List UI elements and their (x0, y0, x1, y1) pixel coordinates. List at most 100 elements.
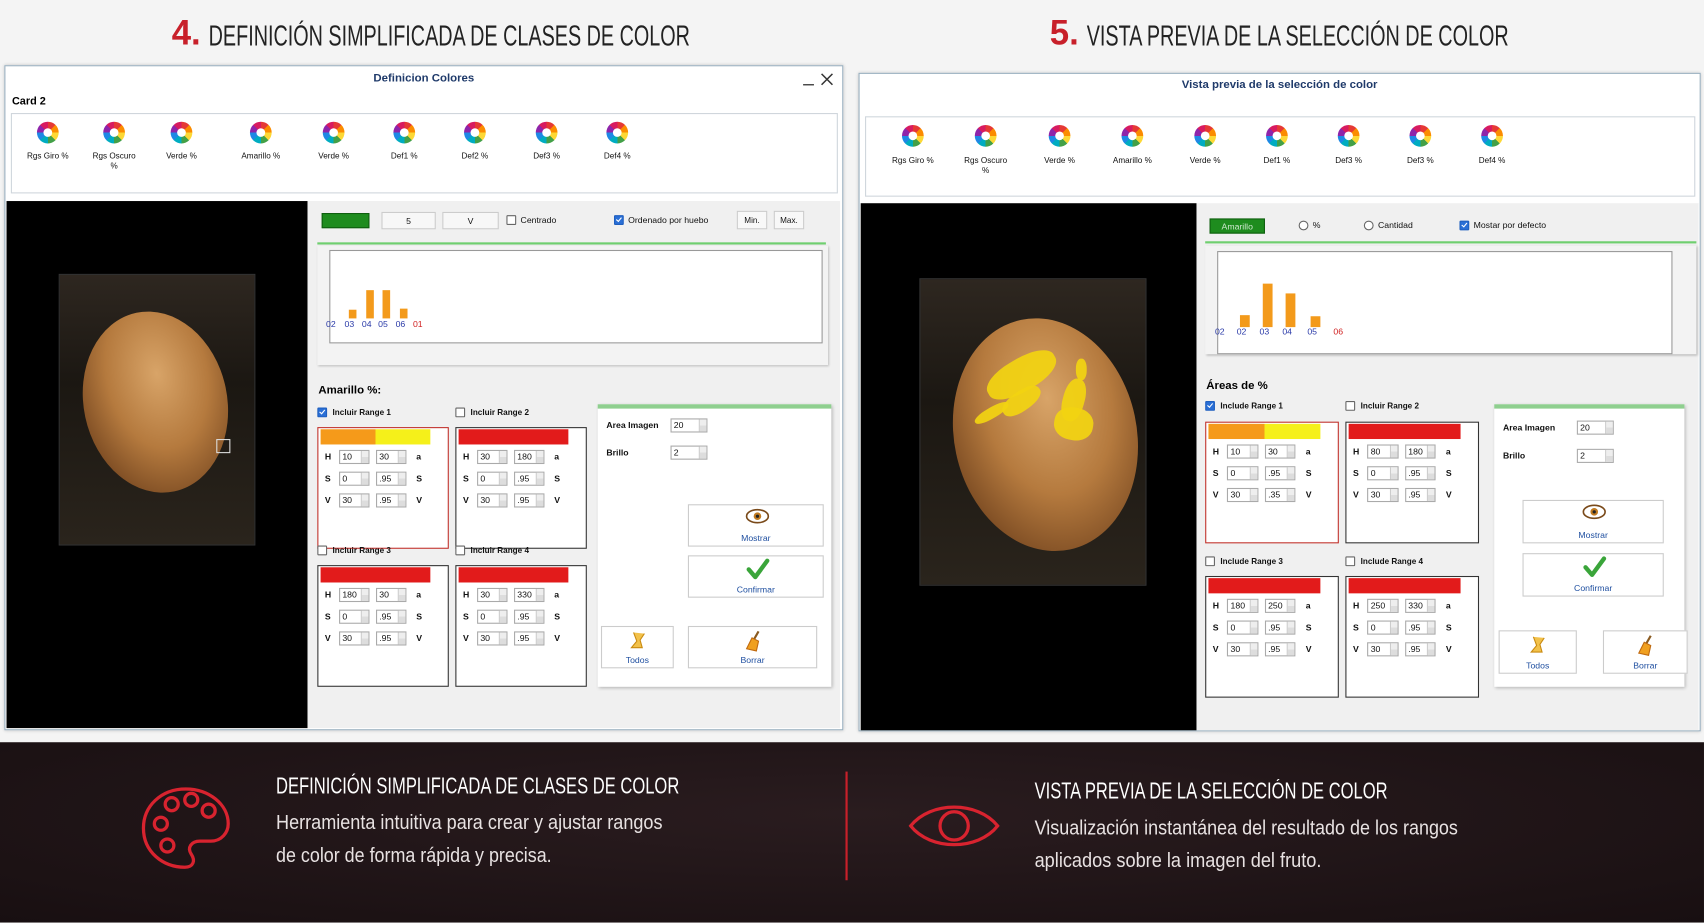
toolbar-icon[interactable] (535, 121, 558, 144)
spinner[interactable]: 10 (339, 449, 370, 465)
spinner[interactable]: 2 (1576, 448, 1614, 463)
button[interactable]: Confirmar (1522, 553, 1664, 597)
button[interactable]: Max. (773, 210, 805, 230)
button[interactable]: Min. (736, 210, 768, 230)
spinner[interactable]: 330 (1405, 598, 1436, 613)
close-button[interactable] (820, 73, 833, 86)
checkbox[interactable] (317, 545, 328, 556)
radio-button[interactable] (1363, 220, 1374, 231)
checkbox[interactable] (614, 215, 624, 225)
toolbar-icon[interactable] (1266, 124, 1288, 147)
spinner[interactable]: 10 (1227, 444, 1259, 459)
radio-button[interactable] (1298, 220, 1309, 231)
spinner[interactable]: 2 (670, 445, 708, 460)
spinner[interactable]: 0 (477, 471, 508, 486)
toolbar-icon[interactable] (1194, 124, 1217, 147)
checkbox[interactable] (1345, 556, 1356, 567)
toolbar-icon[interactable] (901, 124, 924, 147)
checkbox[interactable] (317, 407, 328, 418)
spinner[interactable]: .95 (1264, 466, 1296, 481)
spinner[interactable]: .95 (1264, 642, 1296, 657)
spinner[interactable]: 0 (1227, 620, 1259, 635)
spinner[interactable]: 30 (1264, 444, 1296, 459)
spinner[interactable]: 30 (339, 631, 370, 646)
spinner[interactable]: 250 (1367, 598, 1399, 613)
checkbox[interactable] (1205, 401, 1215, 411)
channel-label: S (462, 473, 469, 484)
spinner[interactable]: 330 (514, 587, 545, 603)
checkbox[interactable] (1345, 401, 1356, 411)
toolbar-icon[interactable] (249, 121, 272, 144)
toolbar-icon[interactable] (1409, 124, 1432, 147)
checkbox[interactable] (1459, 220, 1470, 231)
spinner-value: 0 (1370, 622, 1376, 633)
spinner[interactable]: 180 (339, 587, 370, 603)
toolbar-icon[interactable] (322, 121, 345, 144)
toolbar-icon[interactable] (1481, 124, 1503, 147)
spinner[interactable]: 0 (339, 609, 370, 624)
input-field[interactable]: V (442, 211, 499, 230)
spinner[interactable]: 30 (1367, 642, 1399, 657)
checkbox[interactable] (455, 407, 466, 418)
spinner[interactable]: 180 (1405, 444, 1436, 459)
spinner[interactable]: .95 (376, 493, 407, 508)
spinner[interactable]: 30 (339, 493, 370, 508)
spinner[interactable]: .95 (1405, 642, 1436, 657)
spinner[interactable]: 0 (1227, 466, 1259, 481)
toolbar-icon[interactable] (1121, 124, 1144, 147)
spinner[interactable]: 30 (376, 587, 407, 603)
spinner[interactable]: 80 (1367, 444, 1399, 459)
spinner[interactable]: .95 (514, 493, 545, 508)
toolbar-icon[interactable] (103, 121, 125, 144)
spinner[interactable]: 20 (670, 418, 708, 433)
spinner[interactable]: 30 (477, 631, 508, 646)
spinner[interactable]: 180 (514, 449, 545, 465)
spinner[interactable]: .95 (376, 631, 407, 646)
spinner[interactable]: 30 (1227, 642, 1259, 657)
spinner[interactable]: .95 (514, 631, 545, 646)
spinner[interactable]: .35 (1264, 487, 1296, 503)
spinner[interactable]: 0 (1367, 466, 1399, 481)
checkbox[interactable] (455, 545, 466, 556)
spinner[interactable]: 30 (1367, 487, 1399, 503)
spinner[interactable]: 0 (477, 609, 508, 624)
button[interactable]: Borrar (687, 625, 818, 669)
toolbar-icon[interactable] (1048, 124, 1071, 147)
spinner[interactable]: 20 (1576, 420, 1614, 435)
checkbox[interactable] (506, 215, 517, 225)
spinner[interactable]: 180 (1227, 598, 1259, 613)
spinner[interactable]: .95 (1264, 620, 1296, 635)
spinner[interactable]: .95 (376, 609, 407, 624)
toolbar-icon[interactable] (606, 121, 629, 144)
spinner[interactable]: 30 (477, 493, 508, 508)
button[interactable]: Todos (600, 625, 674, 669)
spinner[interactable]: 30 (376, 449, 407, 465)
input-field[interactable]: 5 (381, 211, 436, 230)
channel-label: H (462, 590, 470, 600)
toolbar-icon[interactable] (36, 121, 59, 144)
spinner[interactable]: .95 (376, 471, 407, 486)
spinner[interactable]: 0 (1367, 620, 1399, 635)
minimize-button[interactable] (802, 74, 815, 87)
spinner[interactable]: 30 (477, 587, 508, 603)
button[interactable]: Mostrar (687, 504, 824, 547)
spinner[interactable]: 0 (339, 471, 370, 486)
button[interactable]: Mostrar (1522, 499, 1664, 544)
spinner[interactable]: .95 (1405, 620, 1436, 635)
spinner[interactable]: 30 (477, 449, 508, 465)
button[interactable]: Borrar (1602, 630, 1688, 674)
spinner[interactable]: .95 (514, 471, 545, 486)
button[interactable]: Todos (1498, 630, 1577, 674)
button[interactable]: Confirmar (687, 555, 824, 598)
spinner[interactable]: 250 (1264, 598, 1296, 613)
checkbox[interactable] (1205, 556, 1215, 567)
spinner[interactable]: .95 (1405, 487, 1436, 503)
toolbar-icon[interactable] (974, 124, 997, 147)
toolbar-icon[interactable] (170, 121, 193, 144)
spinner[interactable]: .95 (514, 609, 545, 624)
toolbar-icon[interactable] (393, 121, 416, 144)
spinner[interactable]: 30 (1227, 487, 1259, 503)
toolbar-icon[interactable] (464, 121, 486, 144)
toolbar-icon[interactable] (1337, 124, 1360, 147)
spinner[interactable]: .95 (1405, 466, 1436, 481)
